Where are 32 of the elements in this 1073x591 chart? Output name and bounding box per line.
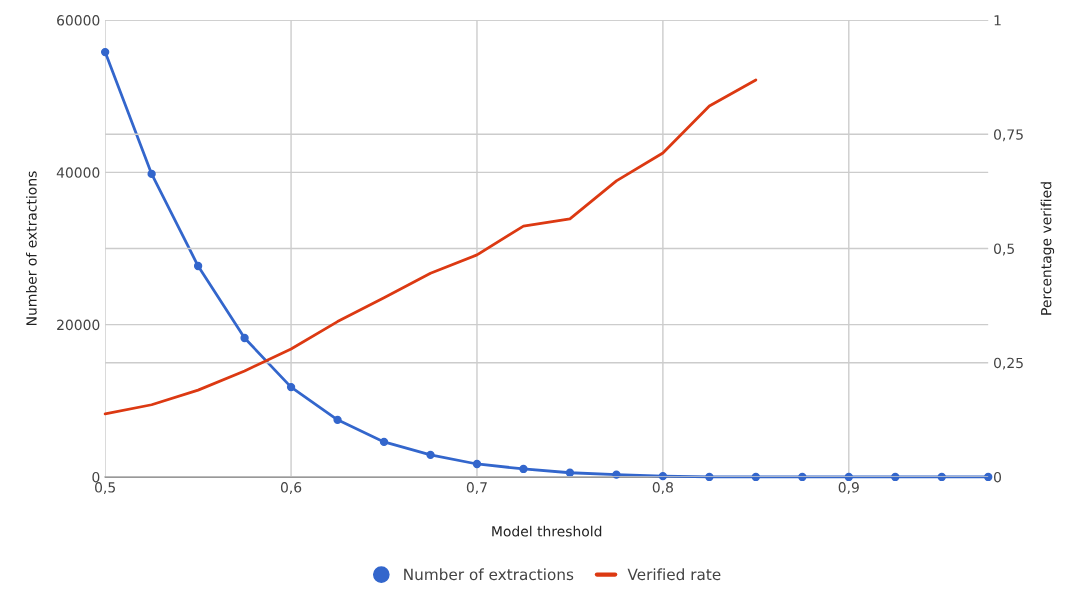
- point: [984, 472, 993, 482]
- y2-tick-label: 0: [994, 471, 1002, 483]
- point: [286, 382, 296, 392]
- y2-tick-label: 0,75: [994, 129, 1023, 142]
- y-tick-label: 60000: [57, 15, 100, 26]
- point: [193, 261, 203, 271]
- y2-tick-label: 0,5: [994, 243, 1014, 256]
- y-tick-label: 20000: [57, 319, 100, 331]
- point: [565, 468, 575, 477]
- y-axis-title: Number of extractions: [26, 171, 37, 325]
- point: [100, 47, 110, 57]
- line-series: [103, 78, 758, 416]
- x-tick-label: 0,9: [838, 482, 859, 494]
- x-tick-label: 0,6: [280, 482, 302, 494]
- y2-axis-title: Percentage verified: [1040, 182, 1055, 315]
- x-axis-title: Model threshold: [492, 525, 602, 537]
- x-tick-label: 0,5: [95, 482, 115, 494]
- y-tick-label: 40000: [56, 167, 100, 178]
- y2-tick-label: 1: [994, 15, 1001, 26]
- x-tick-label: 0,7: [466, 482, 487, 494]
- y2-tick-label: 0,25: [994, 357, 1023, 370]
- point: [519, 464, 528, 474]
- y-tick-label: 0: [92, 471, 100, 483]
- point: [333, 415, 342, 424]
- legend-label: Verified rate: [627, 568, 721, 581]
- point: [379, 437, 389, 447]
- point: [240, 333, 249, 343]
- point: [426, 450, 435, 460]
- point: [472, 459, 482, 469]
- point: [147, 169, 156, 179]
- x-tick-label: 0,8: [652, 482, 673, 494]
- legend-label: Number of extractions: [404, 568, 574, 581]
